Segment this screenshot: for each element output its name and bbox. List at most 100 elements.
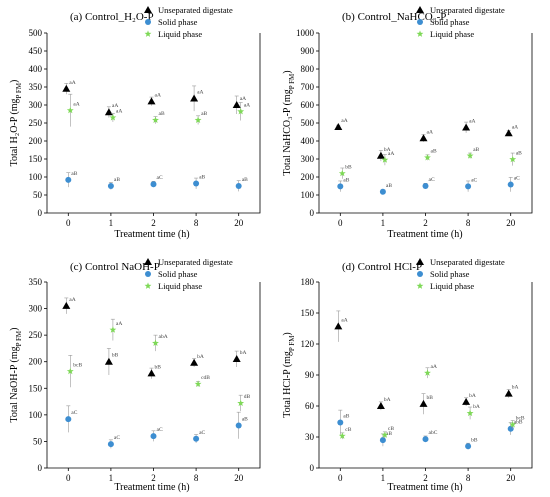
significance-label: bA — [240, 350, 247, 356]
significance-label: abA — [159, 334, 168, 340]
y-tick-label: 350 — [29, 277, 43, 287]
legend-label-solid: Solid phase — [158, 269, 198, 279]
x-tick-label: 20 — [234, 218, 244, 228]
legend-label-unsep: Unseparated digestate — [158, 257, 233, 267]
y-tick-label: 0 — [310, 208, 315, 218]
point-liquid — [338, 169, 346, 177]
y-tick-label: 100 — [29, 172, 43, 182]
significance-label: dB — [244, 394, 251, 400]
significance-label: aB — [242, 416, 248, 422]
legend-label-liquid: Liquid phase — [158, 281, 202, 291]
y-tick-label: 500 — [301, 118, 315, 128]
point-liquid — [152, 116, 159, 124]
legend-marker-unsep — [144, 258, 152, 265]
significance-label: bcB — [516, 416, 525, 422]
y-tick-label: 300 — [29, 304, 43, 314]
point-unsep — [232, 101, 241, 108]
y-tick-label: 100 — [29, 410, 43, 420]
significance-label: bB — [345, 164, 352, 170]
y-tick-label: 1000 — [296, 28, 315, 38]
x-tick-label: 20 — [506, 473, 516, 483]
y-tick-label: 90 — [305, 370, 315, 380]
point-unsep — [147, 97, 156, 105]
significance-label: aC — [114, 435, 120, 441]
x-tick-label: 8 — [194, 218, 199, 228]
significance-label: aB — [242, 177, 248, 183]
significance-label: aA — [512, 124, 518, 130]
significance-label: aA — [73, 101, 79, 107]
point-unsep — [62, 301, 71, 309]
point-solid — [193, 180, 200, 187]
point-liquid — [237, 107, 245, 115]
point-solid — [65, 176, 72, 183]
significance-label: bB — [427, 395, 434, 401]
significance-label: aB — [386, 431, 392, 437]
point-liquid — [466, 409, 474, 417]
significance-label: bA — [473, 404, 480, 410]
significance-label: aB — [114, 177, 120, 183]
y-tick-label: 150 — [29, 154, 43, 164]
x-tick-label: 8 — [466, 218, 471, 228]
legend-label-liquid: Liquid phase — [430, 29, 474, 39]
point-solid — [337, 419, 344, 426]
x-tick-label: 8 — [194, 473, 199, 483]
x-tick-label: 20 — [506, 218, 516, 228]
point-unsep — [376, 151, 385, 159]
point-liquid — [509, 421, 517, 428]
significance-label: bA — [384, 147, 391, 153]
significance-label: aA — [469, 119, 475, 125]
x-tick-label: 20 — [234, 473, 244, 483]
y-tick-label: 0 — [38, 208, 43, 218]
x-tick-label: 1 — [109, 218, 114, 228]
x-tick-label: 1 — [381, 218, 386, 228]
point-liquid — [509, 155, 517, 163]
x-axis-label: Treatment time (h) — [114, 229, 189, 240]
point-solid — [379, 188, 386, 195]
significance-label: aB — [199, 174, 205, 180]
x-axis-label: Treatment time (h) — [114, 482, 189, 493]
significance-label: aC — [157, 427, 163, 433]
legend-marker-liquid — [144, 282, 152, 289]
significance-label: aA — [69, 297, 75, 303]
significance-label: cB — [345, 427, 351, 433]
significance-label: cB — [388, 426, 394, 432]
significance-label: aA — [244, 102, 250, 108]
point-solid — [422, 183, 429, 189]
point-unsep — [462, 123, 471, 131]
y-tick-label: 50 — [33, 436, 43, 446]
x-tick-label: 0 — [338, 473, 343, 483]
point-unsep — [104, 357, 113, 365]
legend-label-unsep: Unseparated digestate — [430, 5, 505, 15]
point-liquid — [237, 399, 245, 407]
significance-label: aA — [341, 118, 347, 124]
y-axis-label: Total HCl-P (mgP FM) — [282, 332, 296, 418]
significance-label: cdB — [201, 375, 210, 381]
significance-label: bA — [384, 397, 391, 403]
significance-label: aC — [71, 410, 77, 416]
significance-label: aA — [431, 364, 437, 370]
x-axis-label: Treatment time (h) — [387, 482, 462, 493]
y-tick-label: 350 — [29, 82, 43, 92]
legend-marker-liquid — [416, 282, 424, 289]
point-solid — [235, 183, 242, 189]
legend-marker-liquid — [416, 30, 424, 37]
point-liquid — [381, 156, 389, 163]
point-unsep — [232, 355, 241, 363]
y-tick-label: 50 — [33, 190, 43, 200]
point-solid — [235, 422, 242, 429]
significance-label: aB — [473, 147, 479, 153]
y-tick-label: 900 — [301, 46, 315, 56]
significance-label: abC — [429, 430, 438, 436]
y-tick-label: 400 — [301, 136, 315, 146]
legend-label-liquid: Liquid phase — [430, 281, 474, 291]
y-tick-label: 300 — [29, 100, 43, 110]
point-liquid — [381, 431, 389, 438]
point-unsep — [334, 122, 343, 130]
significance-label: aA — [116, 109, 122, 115]
point-unsep — [376, 402, 385, 409]
legend-label-solid: Solid phase — [430, 269, 470, 279]
x-tick-label: 0 — [66, 218, 71, 228]
significance-label: aA — [112, 103, 118, 109]
point-unsep — [62, 84, 71, 92]
